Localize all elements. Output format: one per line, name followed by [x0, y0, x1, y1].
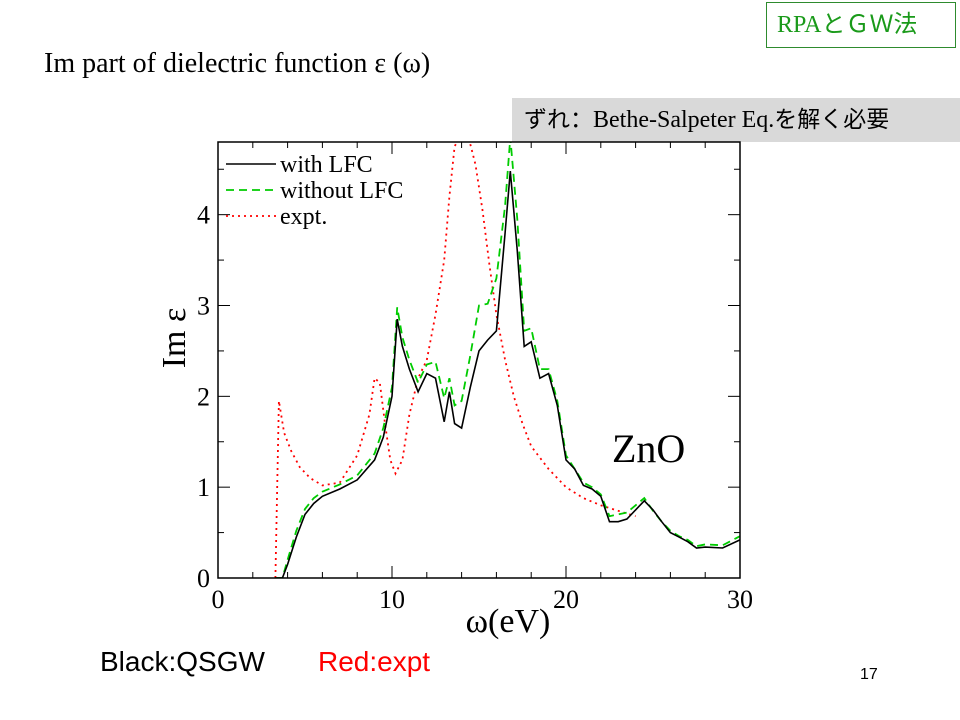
y-tick-label: 1 — [197, 473, 210, 502]
legend-label-0: with LFC — [280, 152, 373, 178]
legend-label-2: expt. — [280, 204, 327, 230]
caption-red: Red:expt — [318, 646, 431, 677]
x-tick-label: 30 — [727, 585, 753, 614]
x-tick-label: 10 — [379, 585, 405, 614]
material-annotation: ZnO — [612, 426, 685, 471]
note-text-en: Bethe-Salpeter Eq. — [593, 107, 775, 133]
series-line-1 — [275, 142, 740, 578]
x-tick-label: 20 — [553, 585, 579, 614]
plot-frame — [217, 141, 741, 579]
series-line-0 — [275, 171, 740, 578]
discrepancy-note: ずれ：Bethe-Salpeter Eq.を解く必要 — [512, 98, 960, 142]
page-title: Im part of dielectric function ε (ω) — [44, 48, 431, 79]
slide-number: 17 — [860, 666, 878, 683]
legend-label-1: without LFC — [280, 178, 403, 204]
y-tick-label: 3 — [197, 292, 210, 321]
y-tick-label: 4 — [197, 201, 210, 230]
caption-black: Black:QSGW — [100, 646, 265, 677]
y-tick-label: 0 — [197, 564, 210, 593]
axis-ticks: 0 10 20 30 0 1 2 3 4 — [197, 142, 753, 614]
series-line-2 — [274, 142, 636, 578]
x-tick-label: 0 — [212, 585, 225, 614]
topic-tag-text: RPAとＧＷ法 — [777, 12, 918, 38]
note-text-jp-1: ずれ： — [524, 107, 593, 133]
y-tick-label: 2 — [197, 382, 210, 411]
note-text-jp-2: を解く必要 — [774, 107, 890, 133]
plot-lines — [274, 142, 740, 578]
y-axis-label: Im ε — [156, 308, 193, 369]
topic-tag: RPAとＧＷ法 — [766, 2, 956, 48]
x-axis-label: ω(eV) — [466, 603, 551, 640]
